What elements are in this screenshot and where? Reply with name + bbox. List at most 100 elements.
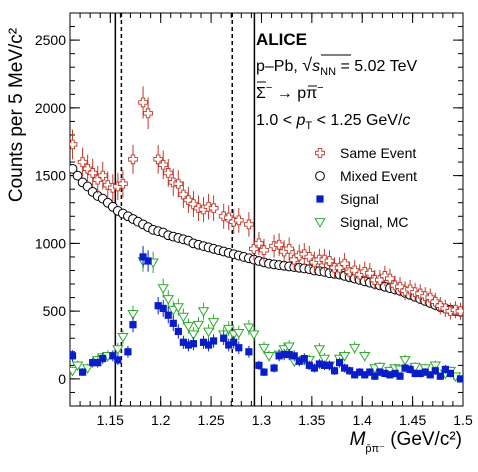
signal-point: [280, 350, 288, 359]
signal-point: [139, 253, 147, 261]
y-tick-label: 500: [43, 303, 67, 319]
same-event-point: [77, 157, 88, 167]
same-event-point: [375, 275, 385, 285]
signal-mc-point: [223, 324, 235, 335]
signal-point: [406, 365, 414, 374]
legend: Same Event Mixed Event Signal Signal, MC: [314, 145, 417, 230]
signal-point: [416, 369, 424, 378]
signal-point: [386, 371, 394, 379]
same-event-point: [70, 139, 78, 150]
same-event-point: [315, 148, 325, 158]
same-event-point: [92, 174, 103, 185]
signal-point: [179, 338, 187, 346]
same-event-point: [218, 211, 229, 222]
legend-entry: Same Event: [315, 145, 416, 161]
same-event-point: [87, 168, 98, 178]
y-tick-label: 2500: [35, 32, 66, 48]
x-tick-label: 1.25: [197, 412, 224, 428]
y-axis-title: Counts per 5 MeV/c²: [6, 28, 27, 202]
same-event-point: [244, 219, 254, 230]
same-event-point: [324, 256, 335, 266]
signal-point: [310, 364, 318, 372]
signal-point: [154, 302, 162, 310]
signal-point: [109, 352, 117, 360]
mixed-event-point: [70, 163, 78, 174]
same-event-point: [118, 178, 128, 189]
signal-point: [285, 350, 293, 359]
signal-point: [174, 327, 182, 336]
signal-mc-point: [429, 361, 441, 372]
signal-mc-point: [117, 333, 129, 343]
same-event-point: [319, 254, 330, 265]
plot-frame: [69, 12, 464, 407]
signal-point: [199, 338, 208, 346]
same-event-point: [128, 154, 138, 165]
signal-point: [295, 357, 303, 365]
signal-mc-point: [71, 361, 84, 372]
signal-mc-point: [283, 342, 295, 353]
same-event-point: [203, 201, 214, 212]
x-tick-label: 1.45: [399, 412, 426, 428]
collision-system-label: p–Pb, √sNN = 5.02 TeV: [256, 55, 417, 78]
x-axis-title: Mp̄π⁻ (GeV/c²): [350, 429, 462, 455]
same-event-point: [385, 273, 395, 284]
signal-mc-point: [359, 351, 371, 362]
signal-point: [89, 359, 97, 367]
signal-point: [270, 364, 278, 372]
same-event-point: [390, 280, 400, 291]
signal-mc-point: [197, 307, 210, 317]
same-event-point: [249, 243, 259, 254]
same-event-point: [173, 178, 184, 189]
signal-point: [230, 338, 238, 346]
same-event-point: [143, 108, 153, 119]
signal-point: [366, 368, 374, 376]
signal-point: [456, 375, 463, 383]
legend-entry: Signal, MC: [314, 214, 408, 230]
signal-mc-point: [263, 351, 275, 362]
legend-label: Signal, MC: [340, 214, 408, 230]
signal-point: [300, 354, 308, 363]
legend-entry: Signal: [316, 191, 379, 207]
signal-point: [446, 369, 455, 378]
signal-point: [305, 361, 313, 369]
signal-point: [78, 368, 87, 376]
x-tick-label: 1.3: [252, 412, 272, 428]
data-points: [70, 86, 463, 383]
signal-point: [144, 257, 152, 265]
x-tick-label: 1.35: [298, 412, 325, 428]
signal-mc-point: [112, 345, 124, 355]
y-tick-label: 1000: [35, 235, 66, 251]
signal-point: [335, 359, 344, 367]
signal-point: [255, 361, 263, 369]
signal-mc-point: [338, 351, 351, 362]
same-event-point: [359, 266, 370, 277]
pt-range-label: 1.0 < pT < 1.25 GeV/c: [256, 112, 410, 132]
signal-point: [225, 341, 233, 349]
signal-mc-point: [374, 362, 386, 373]
signal-mc-point: [348, 343, 361, 354]
same-event-point: [289, 254, 300, 265]
same-event-point: [455, 306, 463, 316]
signal-point: [356, 368, 364, 376]
x-tick-label: 1.4: [352, 412, 372, 428]
y-tick-label: 1500: [35, 168, 66, 184]
signal-point: [381, 369, 389, 378]
same-event-point: [420, 291, 431, 302]
signal-point: [189, 340, 198, 348]
signal-point: [361, 371, 369, 379]
legend-entry: Mixed Event: [315, 168, 417, 184]
signal-point: [351, 371, 359, 379]
same-event-point: [168, 177, 179, 188]
signal-point: [391, 369, 399, 378]
signal-point: [129, 321, 137, 329]
signal-point: [204, 341, 213, 349]
signal-point: [114, 356, 122, 364]
same-event-point: [163, 168, 174, 178]
signal-point: [94, 359, 102, 367]
x-tick-label: 1.5: [453, 412, 473, 428]
same-event-point: [284, 243, 295, 254]
same-event-point: [334, 262, 345, 273]
signal-mc-point: [399, 356, 411, 366]
